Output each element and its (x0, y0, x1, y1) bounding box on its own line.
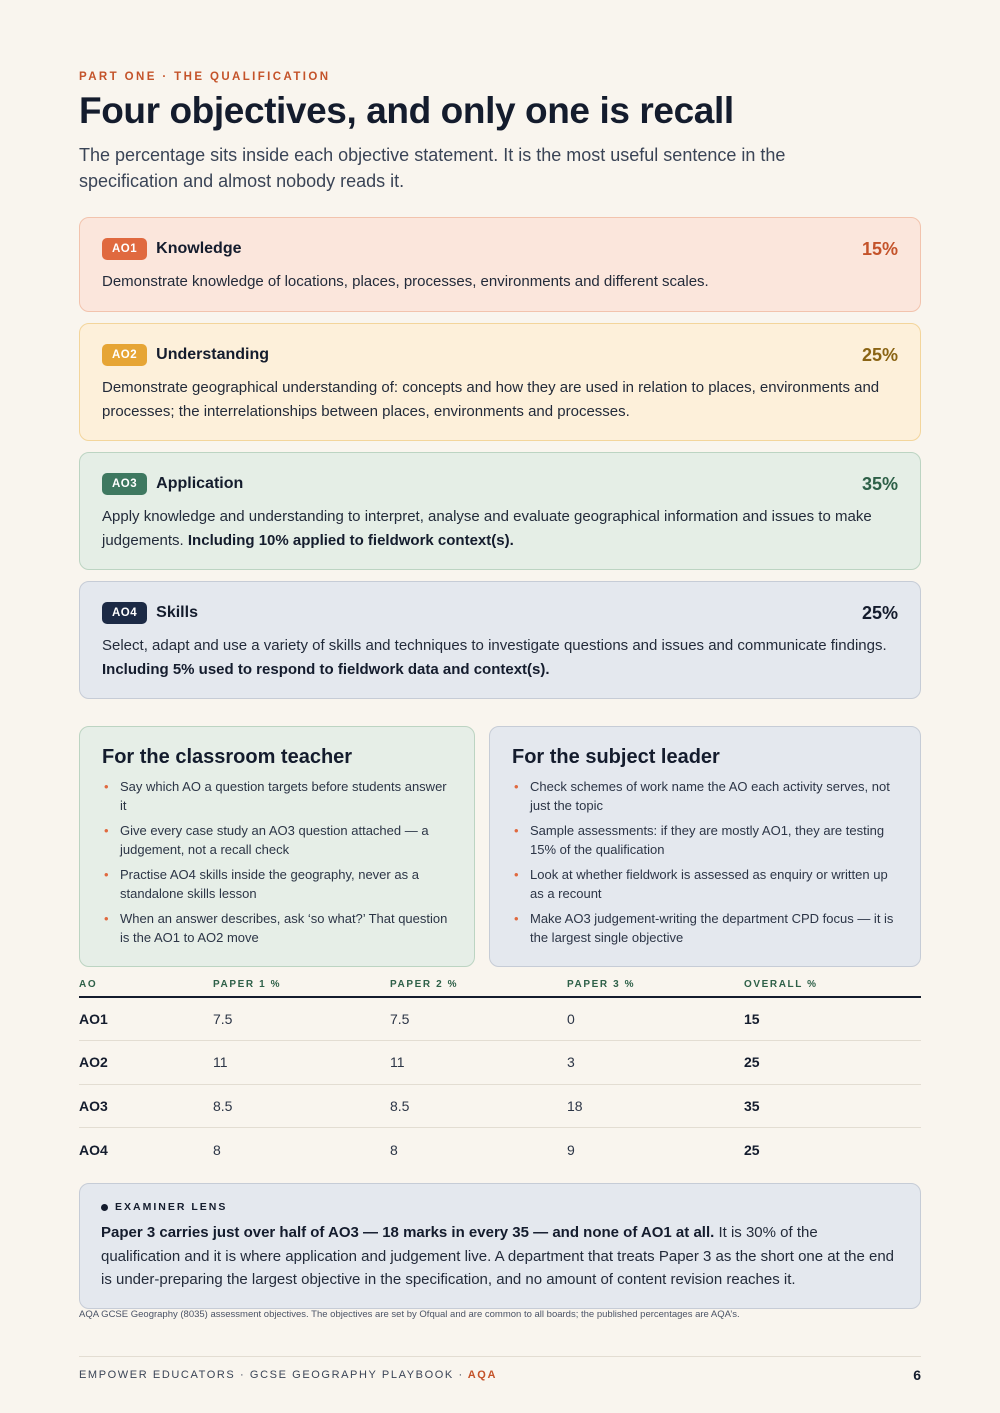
cell-ao: AO3 (79, 1084, 213, 1128)
examiner-lens-callout: EXAMINER LENS Paper 3 carries just over … (79, 1183, 921, 1309)
bullet-icon: • (104, 911, 109, 926)
list-item: • Give every case study an AO3 question a… (104, 823, 429, 857)
page-footer: EMPOWER EDUCATORS · GCSE GEOGRAPHY PLAYB… (79, 1367, 921, 1383)
cell-overall: 35 (744, 1084, 921, 1128)
cell-overall: 15 (744, 997, 921, 1041)
leader-list: • Check schemes of work name the AO each … (512, 777, 898, 947)
list-item: • Check schemes of work name the AO each … (514, 779, 890, 813)
bullet-icon: • (514, 867, 519, 882)
list-item: • Sample assessments: if they are mostly … (514, 823, 885, 857)
bullet-icon: • (514, 823, 519, 838)
page-subtitle: The percentage sits inside each objectiv… (79, 145, 786, 191)
header-paper2: PAPER 2 % (390, 972, 567, 998)
cell-paper2: 11 (390, 1040, 567, 1085)
ao2-header: AO2 Understanding 25% (102, 342, 898, 368)
footnote: AQA GCSE Geography (8035) assessment obj… (79, 1309, 740, 1320)
ao2-percentage: 25% (861, 344, 898, 365)
ao4-header: AO4 Skills 25% (102, 600, 898, 626)
list-item: • When an answer describes, ask ‘so what?… (104, 911, 448, 945)
cell-ao: AO4 (79, 1141, 108, 1158)
footer-board: AQA (467, 1369, 497, 1381)
list-item: • Say which AO a question targets before … (104, 779, 447, 813)
ao2-card: AO2 Understanding 25% Demonstrate geogra… (79, 323, 921, 441)
bullet-icon: • (104, 779, 109, 794)
bullet-icon: • (514, 911, 519, 926)
ao4-percentage: 25% (861, 602, 898, 623)
list-item: • Look at whether fieldwork is assessed a… (514, 867, 888, 901)
ao3-badge: AO3 (102, 473, 148, 495)
ao1-description: Demonstrate knowledge of locations, plac… (102, 273, 709, 290)
cell-paper3: 3 (567, 1040, 744, 1085)
cell-ao: AO2 (79, 1040, 213, 1085)
teacher-list: • Say which AO a question targets before … (102, 777, 452, 947)
header-ao: AO (79, 972, 213, 998)
ao3-percentage: 35% (861, 473, 898, 494)
page-number: 6 (913, 1367, 921, 1383)
ao4-description: Select, adapt and use a variety of skill… (102, 637, 887, 678)
ao3-emphasis: Including 10% applied to fieldwork conte… (187, 531, 514, 549)
ao1-name: Knowledge (156, 240, 242, 257)
examiner-lens-label: EXAMINER LENS (101, 1201, 900, 1213)
ao1-card: AO1 Knowledge 15% Demonstrate knowledge … (79, 217, 921, 312)
bullet-icon: • (104, 867, 109, 882)
ao2-name: Understanding (156, 346, 270, 363)
table-header-row: AO PAPER 1 % PAPER 2 % PAPER 3 % OVERALL… (79, 972, 921, 998)
examiner-lens-text: Paper 3 carries just over half of AO3 — … (101, 1221, 900, 1292)
ao1-percentage: 15% (861, 238, 898, 259)
ao3-name: Application (156, 475, 244, 492)
footer-divider (79, 1356, 921, 1357)
ao3-description: Apply knowledge and understanding to int… (102, 508, 872, 549)
page: PART ONE · THE QUALIFICATION Four object… (79, 0, 921, 1413)
cell-paper3: 9 (567, 1141, 575, 1158)
examiner-lens-body: It is 30% of the qualification and it is… (101, 1224, 895, 1288)
table-row: AO1 7.5 7.5 0 15 (79, 997, 921, 1041)
table-row: AO3 8.5 8.5 18 35 (79, 1084, 921, 1128)
cell-overall: 25 (744, 1141, 760, 1158)
cell-ao: AO1 (79, 997, 213, 1041)
list-item: • Make AO3 judgement-writing the departme… (514, 911, 894, 945)
cell-paper2: 7.5 (390, 997, 567, 1041)
cell-paper2: 8 (390, 1141, 398, 1158)
page-title: Four objectives, and only one is recall (79, 90, 734, 131)
ao1-header: AO1 Knowledge 15% (102, 236, 898, 262)
ao4-card: AO4 Skills 25% Select, adapt and use a v… (79, 581, 921, 699)
cell-paper3: 18 (567, 1084, 744, 1128)
section-eyebrow: PART ONE · THE QUALIFICATION (79, 71, 331, 83)
list-item: • Practise AO4 skills inside the geograph… (104, 867, 419, 901)
teacher-card-title: For the classroom teacher (102, 746, 353, 768)
ao2-description: Demonstrate geographical understanding o… (102, 379, 880, 420)
ao3-card: AO3 Application 35% Apply knowledge and … (79, 452, 921, 570)
leader-card-title: For the subject leader (512, 746, 720, 768)
cell-paper1: 8.5 (213, 1084, 390, 1128)
bullet-icon: • (514, 779, 519, 794)
ao1-badge: AO1 (102, 238, 148, 260)
table-row: AO4 8 8 9 25 (79, 1128, 921, 1172)
ao2-badge: AO2 (102, 344, 148, 366)
ao4-emphasis: Including 5% used to respond to fieldwor… (102, 660, 550, 678)
bullet-icon: • (104, 823, 109, 838)
header-overall: OVERALL % (744, 972, 921, 998)
footer-publication: EMPOWER EDUCATORS · GCSE GEOGRAPHY PLAYB… (79, 1369, 464, 1381)
table-row: AO2 11 11 3 25 (79, 1040, 921, 1085)
cell-paper1: 11 (213, 1040, 390, 1085)
ao4-badge: AO4 (102, 602, 148, 624)
leader-card: For the subject leader • Check schemes of… (489, 726, 921, 967)
teacher-card: For the classroom teacher • Say which AO … (79, 726, 475, 967)
examiner-lens-lead: Paper 3 carries just over half of AO3 — … (101, 1224, 715, 1241)
ao-weighting-table: AO PAPER 1 % PAPER 2 % PAPER 3 % OVERALL… (79, 972, 921, 1171)
cell-overall: 25 (744, 1040, 921, 1085)
ao3-header: AO3 Application 35% (102, 471, 898, 497)
ao4-name: Skills (156, 604, 198, 621)
header-paper3: PAPER 3 % (567, 972, 744, 998)
cell-paper2: 8.5 (390, 1084, 567, 1128)
cell-paper1: 8 (213, 1141, 221, 1158)
cell-paper1: 7.5 (213, 997, 390, 1041)
cell-paper3: 0 (567, 997, 744, 1041)
dot-icon (101, 1203, 108, 1211)
header-paper1: PAPER 1 % (213, 972, 390, 998)
